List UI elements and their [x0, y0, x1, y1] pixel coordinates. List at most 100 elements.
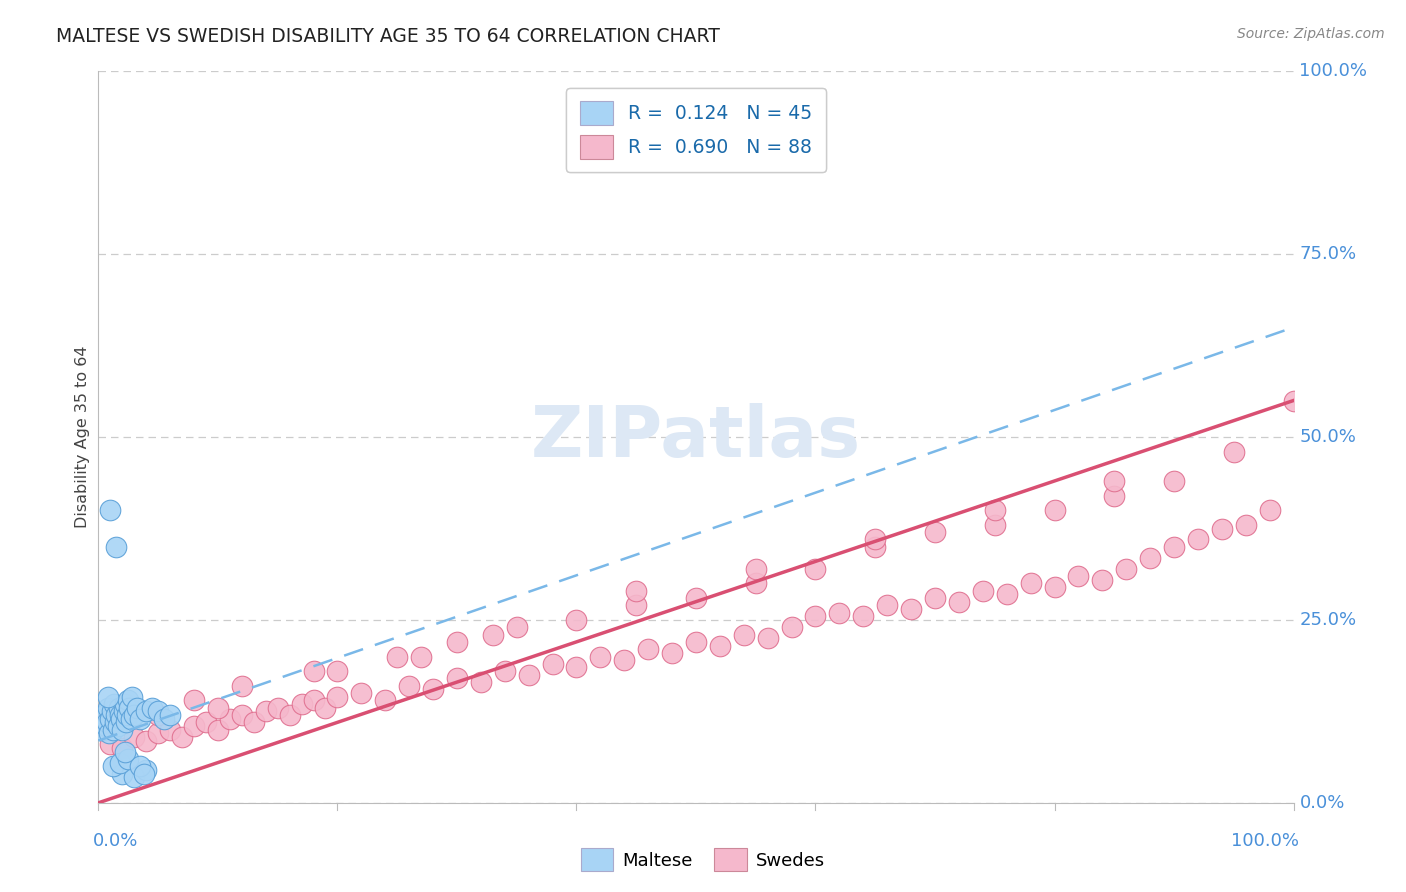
Point [243, 715, 266, 730]
Point [828, 606, 851, 620]
Point [100, 705, 122, 719]
Point [107, 719, 129, 733]
Point [254, 705, 277, 719]
Point [637, 642, 659, 657]
Point [101, 759, 124, 773]
Point [183, 693, 205, 707]
Point [494, 664, 516, 678]
Point [148, 708, 170, 723]
Point [291, 697, 314, 711]
Point [231, 679, 253, 693]
Point [685, 635, 707, 649]
Point [105, 540, 128, 554]
Point [96, 715, 118, 730]
Point [470, 675, 492, 690]
Point [108, 756, 131, 770]
Point [125, 700, 148, 714]
Text: 0.0%: 0.0% [1299, 794, 1346, 812]
Point [315, 700, 337, 714]
Point [1019, 576, 1042, 591]
Point [374, 693, 396, 707]
Point [148, 726, 170, 740]
Point [121, 690, 143, 704]
Point [804, 609, 827, 624]
Point [132, 766, 155, 780]
Point [101, 723, 124, 737]
Point [278, 708, 301, 723]
Point [411, 649, 433, 664]
Point [900, 602, 922, 616]
Legend: R =  0.124   N = 45, R =  0.690   N = 88: R = 0.124 N = 45, R = 0.690 N = 88 [567, 88, 825, 172]
Point [972, 583, 994, 598]
Point [111, 740, 134, 755]
Point [1163, 474, 1185, 488]
Point [350, 686, 373, 700]
Point [745, 576, 768, 591]
Point [565, 613, 588, 627]
Point [148, 705, 170, 719]
Point [422, 682, 444, 697]
Point [98, 712, 122, 726]
Text: 25.0%: 25.0% [1299, 611, 1357, 629]
Point [267, 700, 290, 714]
Point [876, 599, 898, 613]
Point [104, 715, 127, 730]
Point [865, 540, 887, 554]
Point [984, 503, 1007, 517]
Point [195, 715, 218, 730]
Point [124, 708, 146, 723]
Point [124, 730, 146, 744]
Point [108, 708, 131, 723]
Point [733, 627, 755, 641]
Point [948, 594, 970, 608]
Point [326, 664, 349, 678]
Point [685, 591, 707, 605]
Point [517, 667, 540, 681]
Point [103, 697, 125, 711]
Point [326, 690, 349, 704]
Point [135, 705, 157, 719]
Text: MALTESE VS SWEDISH DISABILITY AGE 35 TO 64 CORRELATION CHART: MALTESE VS SWEDISH DISABILITY AGE 35 TO … [56, 27, 720, 45]
Point [120, 712, 142, 726]
Point [159, 708, 181, 723]
Point [114, 697, 136, 711]
Point [626, 583, 648, 598]
Point [661, 646, 683, 660]
Point [506, 620, 529, 634]
Point [1234, 517, 1257, 532]
Point [1091, 573, 1114, 587]
Point [385, 649, 409, 664]
Point [231, 708, 253, 723]
Point [1043, 503, 1066, 517]
Point [97, 690, 120, 704]
Point [111, 723, 134, 737]
Point [97, 700, 120, 714]
Point [398, 679, 420, 693]
Point [117, 752, 139, 766]
Point [995, 587, 1018, 601]
Point [302, 693, 325, 707]
Point [117, 693, 139, 707]
Point [183, 719, 205, 733]
Point [112, 705, 135, 719]
Point [1187, 533, 1209, 547]
Text: Source: ZipAtlas.com: Source: ZipAtlas.com [1237, 27, 1385, 41]
Text: 50.0%: 50.0% [1299, 428, 1357, 446]
Point [118, 700, 141, 714]
Point [446, 672, 468, 686]
Point [98, 737, 122, 751]
Point [129, 712, 152, 726]
Point [135, 763, 157, 777]
Point [135, 733, 157, 747]
Point [93, 708, 115, 723]
Legend: Maltese, Swedes: Maltese, Swedes [574, 841, 832, 879]
Point [626, 599, 648, 613]
Point [924, 591, 946, 605]
Point [172, 730, 194, 744]
Text: 0.0%: 0.0% [93, 832, 138, 850]
Y-axis label: Disability Age 35 to 64: Disability Age 35 to 64 [75, 346, 90, 528]
Point [613, 653, 636, 667]
Point [804, 562, 827, 576]
Point [111, 766, 134, 780]
Point [780, 620, 803, 634]
